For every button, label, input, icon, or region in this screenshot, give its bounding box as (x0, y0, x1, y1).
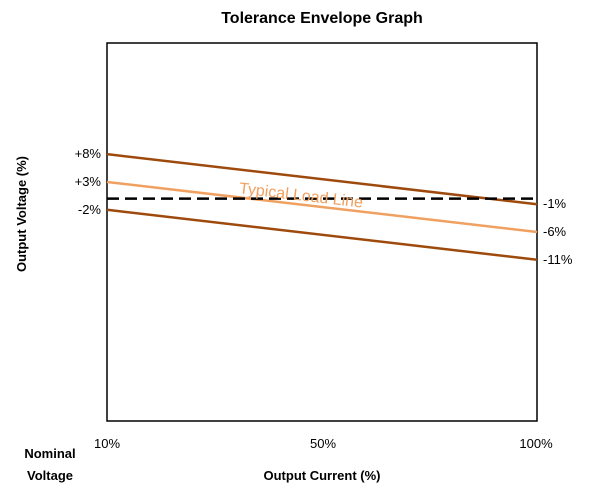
series-end-label-1: -1% (543, 196, 567, 211)
series-layer (106, 152, 538, 262)
series-start-label-2: +3% (75, 174, 102, 189)
x-tick-label-100: 100% (519, 436, 553, 451)
plot-area (106, 42, 538, 422)
series-start-label-1: +8% (75, 146, 102, 161)
x-tick-label-10: 10% (94, 436, 120, 451)
corner-label-voltage: Voltage (27, 468, 73, 483)
series-line-2 (106, 180, 538, 234)
y-axis-label: Output Voltage (%) (14, 156, 29, 272)
series-end-label-3: -11% (543, 252, 573, 267)
series-start-label-3: -2% (78, 202, 102, 217)
x-axis-label: Output Current (%) (264, 468, 381, 483)
series-end-label-2: -6% (543, 224, 567, 239)
x-tick-label-50: 50% (310, 436, 336, 451)
series-line-3 (106, 208, 538, 262)
series-line-1 (106, 152, 538, 206)
corner-label-nominal: Nominal (24, 446, 75, 461)
chart-title: Tolerance Envelope Graph (221, 10, 423, 27)
